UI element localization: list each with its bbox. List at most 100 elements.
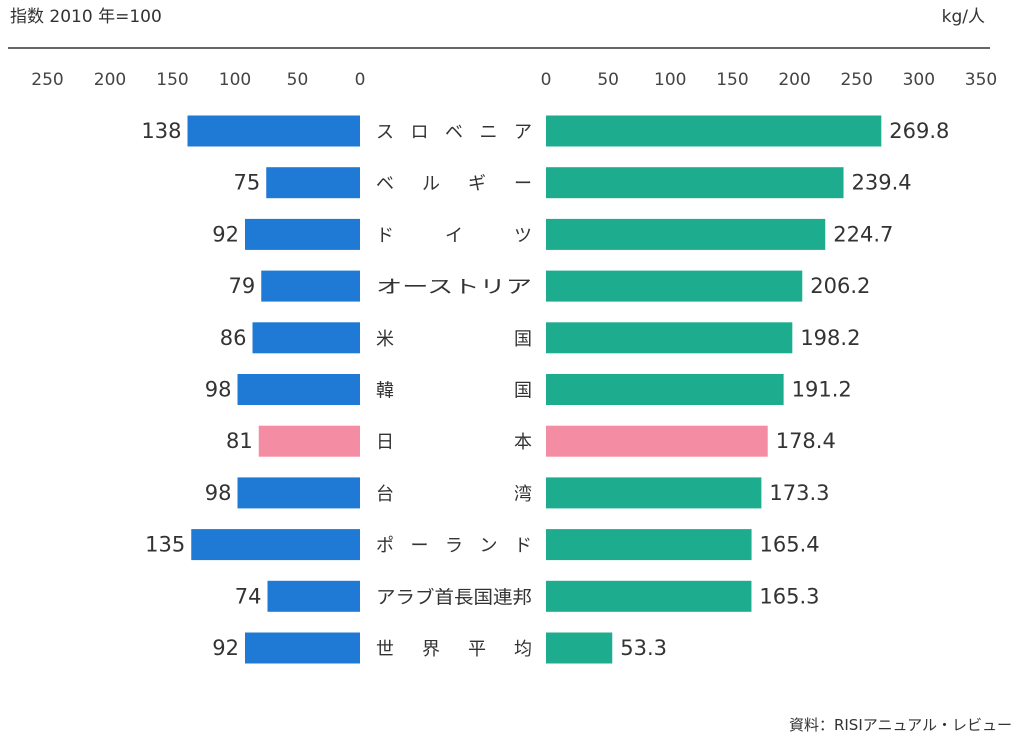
left-value-label: 75 <box>234 171 261 195</box>
right-bar <box>546 115 882 147</box>
category-label-char: ニ <box>480 122 498 143</box>
category-label-char: 本 <box>514 432 532 453</box>
right-value-label: 178.4 <box>776 429 836 453</box>
row-1: 75 239.4 ベ ル ギ ー <box>234 167 912 199</box>
right-tick-label: 100 <box>654 70 686 90</box>
right-bar <box>546 322 793 354</box>
category-label-char: 台 <box>376 484 394 505</box>
left-value-label: 135 <box>145 533 185 557</box>
left-bar <box>237 477 360 509</box>
row-8: 135 165.4 ポーランド <box>145 529 820 561</box>
right-tick-label: 250 <box>840 70 872 90</box>
row-3: 79 206.2 オーストリア <box>229 270 870 302</box>
category-label-char: 国 <box>514 381 532 402</box>
category-label-char: 世 <box>376 639 394 660</box>
left-tick-label: 150 <box>156 70 188 90</box>
right-axis-ticks: 0 50 100 150 200 250 300 350 <box>541 70 998 90</box>
category-label-char: 日 <box>376 432 394 453</box>
source-note: 資料：RISIアニュアル・レビュー <box>789 716 1012 734</box>
left-bar <box>267 580 360 612</box>
right-bar <box>546 167 844 199</box>
left-tick-label: 200 <box>94 70 126 90</box>
left-tick-label: 0 <box>355 70 366 90</box>
right-value-label: 53.3 <box>620 636 667 660</box>
right-tick-label: 0 <box>541 70 552 90</box>
right-tick-label: 50 <box>597 70 619 90</box>
right-bar <box>546 425 768 457</box>
left-tick-label: 100 <box>219 70 251 90</box>
left-value-label: 138 <box>141 119 181 143</box>
right-value-label: 198.2 <box>800 326 860 350</box>
category-label-char: 国 <box>514 329 532 350</box>
right-value-label: 173.3 <box>769 481 829 505</box>
category-label: アラブ首長国連邦 <box>376 586 532 608</box>
row-5: 98 191.2 韓 国 <box>205 374 852 405</box>
left-bar <box>237 374 360 405</box>
category-label-char: ド <box>376 225 394 246</box>
category-label-char: ー <box>514 174 532 195</box>
left-value-label: 92 <box>212 222 239 246</box>
right-bar <box>546 270 803 302</box>
right-value-label: 165.4 <box>760 533 820 557</box>
left-value-label: 81 <box>226 429 253 453</box>
category-label-char: ロ <box>411 122 429 143</box>
right-bar <box>546 218 826 250</box>
category-label-char: ギ <box>468 174 486 195</box>
right-bar <box>546 529 752 561</box>
category-label-char: ツ <box>514 225 532 246</box>
category-label-char: ー <box>411 536 429 557</box>
right-value-label: 269.8 <box>889 119 949 143</box>
right-value-label: 165.3 <box>759 584 819 608</box>
left-value-label: 92 <box>212 636 239 660</box>
left-axis-ticks: 250 200 150 100 50 0 <box>31 70 365 90</box>
right-bar <box>546 580 752 612</box>
row-9: 74 165.3 アラブ首長国連邦 <box>235 580 820 612</box>
left-bar <box>252 322 360 354</box>
category-label-char: ア <box>514 122 532 143</box>
row-0: 138 269.8 スロベニア <box>141 115 949 147</box>
category-label-char: ポ <box>376 536 394 557</box>
left-bar <box>266 167 360 199</box>
category-label-char: ン <box>480 536 498 557</box>
left-value-label: 98 <box>205 481 232 505</box>
right-axis-title: kg/人 <box>942 7 985 27</box>
left-bar <box>191 529 360 561</box>
right-bar <box>546 632 613 664</box>
right-tick-label: 350 <box>965 70 997 90</box>
category-label-char: ル <box>422 174 440 195</box>
right-bar <box>546 374 784 405</box>
category-label-char: 米 <box>376 329 394 350</box>
category-label-char: ベ <box>376 174 394 195</box>
right-value-label: 191.2 <box>792 378 852 402</box>
left-bar <box>187 115 360 147</box>
right-value-label: 224.7 <box>833 222 893 246</box>
left-value-label: 98 <box>205 378 232 402</box>
row-7: 98 173.3 台 湾 <box>205 477 830 509</box>
category-label-char: ス <box>376 122 394 143</box>
right-bar <box>546 477 762 509</box>
left-tick-label: 250 <box>31 70 63 90</box>
category-label-char: ラ <box>445 536 463 557</box>
right-tick-label: 150 <box>716 70 748 90</box>
left-bar <box>258 425 360 457</box>
left-tick-label: 50 <box>287 70 309 90</box>
right-tick-label: 200 <box>778 70 810 90</box>
bar-rows: 138 269.8スロベニア75 239.4ベルギー92 224.7ドイツ79 206.… <box>141 115 949 664</box>
left-value-label: 74 <box>235 584 262 608</box>
row-4: 86 198.2 米 国 <box>220 322 860 354</box>
left-bar <box>245 632 360 664</box>
category-label-char: ベ <box>445 122 463 143</box>
left-bar <box>245 218 360 250</box>
category-label-char: 界 <box>422 639 440 660</box>
left-axis-title: 指数 2010 年=100 <box>10 7 162 27</box>
category-label-char: ド <box>514 536 532 557</box>
category-label-char: 均 <box>514 639 532 660</box>
row-10: 92 53.3 世 界 平 均 <box>212 632 667 664</box>
category-label-char: 平 <box>468 639 486 660</box>
right-value-label: 239.4 <box>852 171 912 195</box>
row-6: 81 178.4 日 本 <box>226 425 836 457</box>
right-tick-label: 300 <box>903 70 935 90</box>
right-value-label: 206.2 <box>810 274 870 298</box>
left-bar <box>261 270 360 302</box>
